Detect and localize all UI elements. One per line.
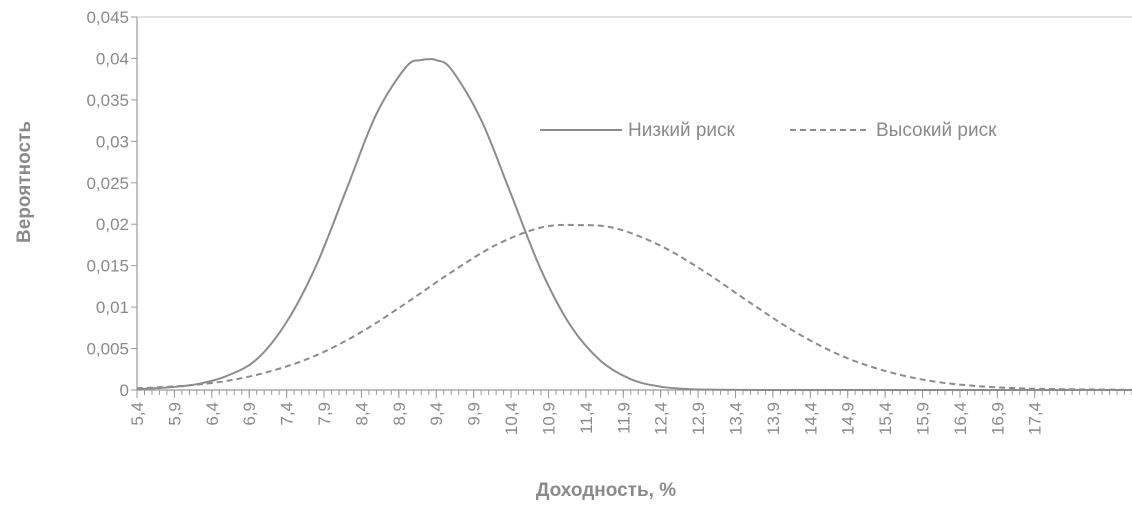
- y-axis-ticks: 0 0,005 0,01 0,015 0,02 0,025 0,03 0,035 0,04 0,0…: [86, 8, 137, 400]
- x-tick-label: 12,4: [652, 402, 671, 435]
- x-tick-label: 10,9: [539, 402, 558, 435]
- y-tick-label: 0: [120, 381, 129, 400]
- x-tick-label: 15,4: [876, 402, 895, 435]
- x-tick-label: 14,4: [801, 402, 820, 435]
- x-tick-label: 16,9: [988, 402, 1007, 435]
- x-tick-label: 7,9: [315, 402, 334, 426]
- y-tick-label: 0,015: [86, 257, 129, 276]
- x-tick-label: 5,9: [165, 402, 184, 426]
- x-tick-label: 7,4: [278, 402, 297, 426]
- x-tick-label: 17,4: [1026, 402, 1045, 435]
- y-tick-label: 0,04: [96, 49, 129, 68]
- x-tick-label: 15,9: [914, 402, 933, 435]
- x-tick-label: 12,9: [689, 402, 708, 435]
- x-tick-label: 8,9: [390, 402, 409, 426]
- x-tick-label: 6,4: [203, 402, 222, 426]
- x-tick-label: 9,4: [427, 402, 446, 426]
- y-tick-label: 0,01: [96, 298, 129, 317]
- y-tick-label: 0,045: [86, 8, 129, 27]
- x-tick-label: 16,4: [951, 402, 970, 435]
- x-tick-label: 11,9: [614, 402, 633, 434]
- y-tick-label: 0,03: [96, 132, 129, 151]
- axes: [136, 16, 1132, 391]
- series-line-high-risk: [136, 223, 1132, 391]
- legend-label-low-risk: Низкий риск: [628, 120, 736, 141]
- x-axis-ticks: 5,4 5,9 6,4 6,9 7,4 7,9 8,4 8,9 9,4 9,9 10,4 10,9 11…: [128, 390, 1132, 435]
- legend: Низкий риск Высокий риск: [540, 120, 997, 141]
- x-tick-label: 10,4: [502, 402, 521, 435]
- x-axis-title: Доходность, %: [536, 480, 676, 501]
- series-line-low-risk: [136, 58, 1132, 392]
- legend-label-high-risk: Высокий риск: [876, 120, 997, 141]
- y-tick-label: 0,005: [86, 340, 129, 359]
- x-tick-label: 13,4: [726, 402, 745, 435]
- x-tick-label: 5,4: [128, 402, 147, 426]
- y-tick-label: 0,035: [86, 91, 129, 110]
- x-tick-label: 8,4: [352, 402, 371, 426]
- x-tick-label: 11,4: [577, 402, 596, 434]
- x-tick-label: 6,9: [240, 402, 259, 426]
- y-axis-title: Вероятность: [14, 121, 35, 243]
- y-tick-label: 0,025: [86, 174, 129, 193]
- x-tick-label: 13,9: [764, 402, 783, 435]
- x-tick-label: 9,9: [465, 402, 484, 426]
- y-tick-label: 0,02: [96, 215, 129, 234]
- series-layer: [136, 58, 1132, 392]
- x-tick-label: 14,9: [839, 402, 858, 435]
